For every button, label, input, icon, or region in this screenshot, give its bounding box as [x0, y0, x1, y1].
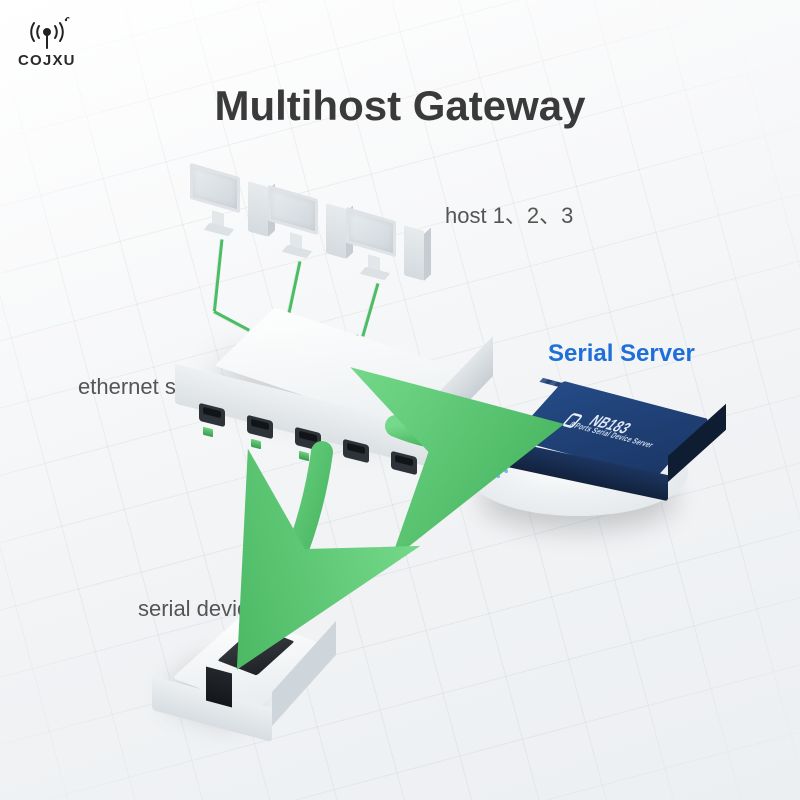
antenna-icon — [21, 16, 73, 50]
label-hosts: host 1、2、3 — [445, 198, 573, 230]
brand-logo: COJXU — [18, 16, 76, 69]
label-server: Serial Server — [548, 340, 695, 368]
page-title: Multihost Gateway — [0, 82, 800, 130]
brand-text: COJXU — [18, 52, 76, 69]
